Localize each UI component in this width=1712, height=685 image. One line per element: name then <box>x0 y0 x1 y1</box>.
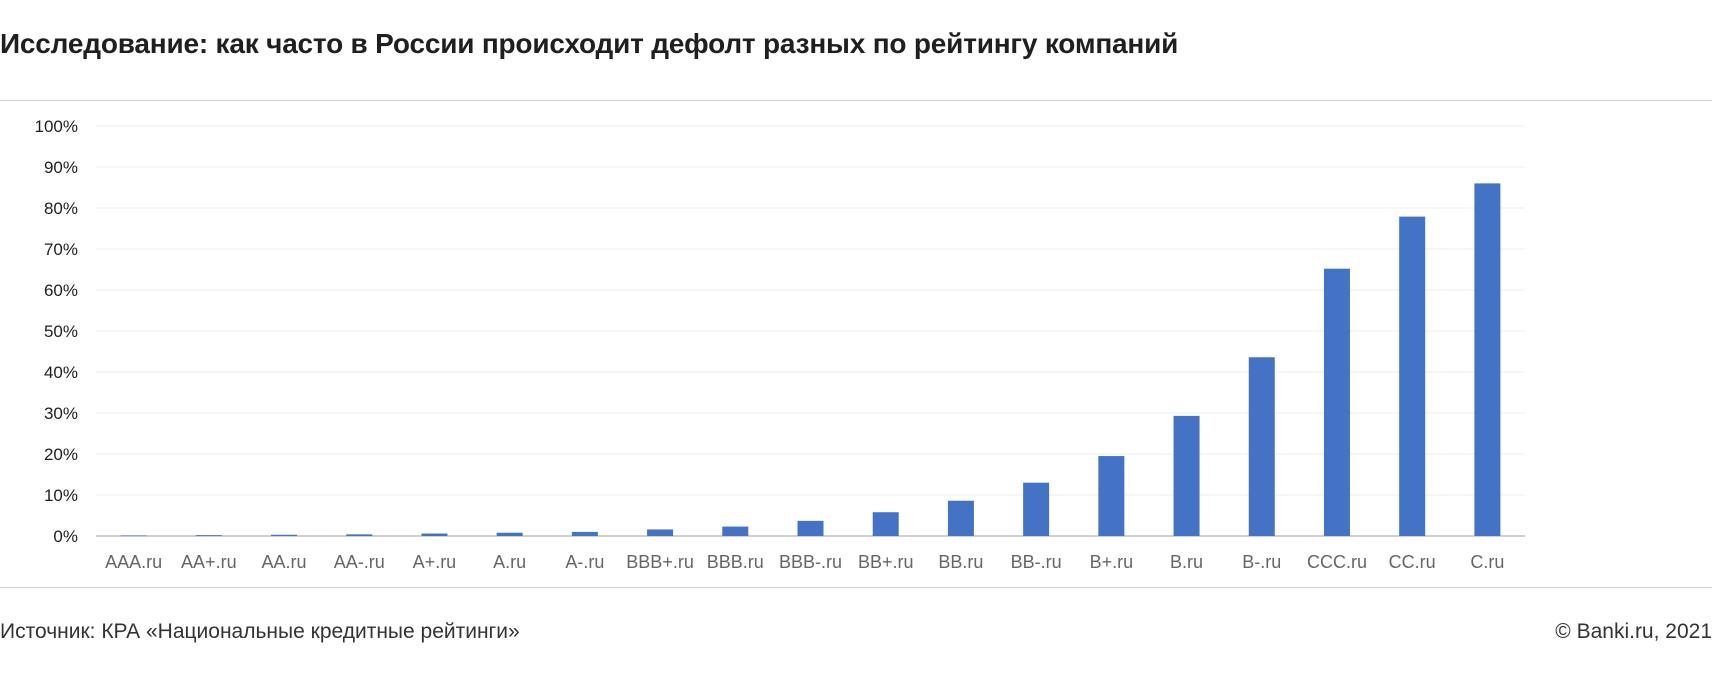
x-tick-label: A.ru <box>493 552 526 572</box>
bar <box>195 535 222 536</box>
bar <box>1248 357 1275 536</box>
y-tick-label: 80% <box>44 199 78 218</box>
bar-chart: 0% 10% 20% 30% 40% 50% 60% 70% 80% 90% 100% AAA.ru… <box>35 117 1525 572</box>
x-tick-label: CC.ru <box>1389 552 1436 572</box>
x-tick-label: AA-.ru <box>334 552 385 572</box>
x-tick-label: B-.ru <box>1242 552 1281 572</box>
x-tick-label: BB.ru <box>938 552 983 572</box>
x-tick-label: AA.ru <box>262 552 307 572</box>
bar <box>722 526 749 536</box>
bars <box>120 183 1501 537</box>
copyright-note: © Banki.ru, 2021 <box>1555 620 1712 643</box>
bar <box>271 534 298 536</box>
bar <box>1173 415 1200 536</box>
x-tick-label: BB-.ru <box>1011 552 1062 572</box>
x-axis-ticks: AAA.ru AA+.ru AA.ru AA-.ru A+.ru A.ru A-.ru BBB… <box>105 552 1504 572</box>
x-tick-label: BBB.ru <box>707 552 764 572</box>
bar <box>120 535 147 537</box>
x-tick-label: A-.ru <box>565 552 604 572</box>
x-tick-label: C.ru <box>1470 552 1504 572</box>
y-tick-label: 60% <box>44 281 78 300</box>
y-tick-label: 30% <box>44 404 78 423</box>
bar <box>1023 482 1050 536</box>
x-tick-label: BBB-.ru <box>779 552 842 572</box>
y-tick-label: 10% <box>44 486 78 505</box>
bar <box>1399 216 1426 537</box>
bar <box>797 520 824 536</box>
y-tick-label: 40% <box>44 363 78 382</box>
y-tick-label: 20% <box>44 445 78 464</box>
x-tick-label: CCC.ru <box>1307 552 1367 572</box>
bar <box>947 500 974 536</box>
x-tick-label: AAA.ru <box>105 552 162 572</box>
bar <box>571 531 598 536</box>
y-axis-ticks: 0% 10% 20% 30% 40% 50% 60% 70% 80% 90% 100% <box>35 117 78 546</box>
x-tick-label: BB+.ru <box>858 552 914 572</box>
top-divider <box>0 100 1712 101</box>
y-tick-label: 70% <box>44 240 78 259</box>
bar <box>1323 268 1350 536</box>
x-tick-label: B+.ru <box>1090 552 1134 572</box>
chart-title: Исследование: как часто в России происхо… <box>0 28 1179 59</box>
x-tick-label: BBB+.ru <box>626 552 694 572</box>
x-tick-label: AA+.ru <box>181 552 237 572</box>
bar <box>1098 456 1125 536</box>
bar <box>1474 183 1501 536</box>
bar <box>872 512 899 536</box>
y-tick-label: 50% <box>44 322 78 341</box>
y-tick-label: 90% <box>44 158 78 177</box>
gridlines <box>96 125 1525 537</box>
bar <box>346 534 373 536</box>
x-tick-label: A+.ru <box>413 552 457 572</box>
bottom-divider <box>0 587 1712 588</box>
source-note: Источник: КРА «Национальные кредитные ре… <box>0 620 520 643</box>
bar <box>647 529 674 536</box>
x-tick-label: B.ru <box>1170 552 1203 572</box>
bar <box>421 533 448 536</box>
y-tick-label: 100% <box>35 117 78 136</box>
bar <box>496 532 523 536</box>
y-tick-label: 0% <box>53 527 78 546</box>
